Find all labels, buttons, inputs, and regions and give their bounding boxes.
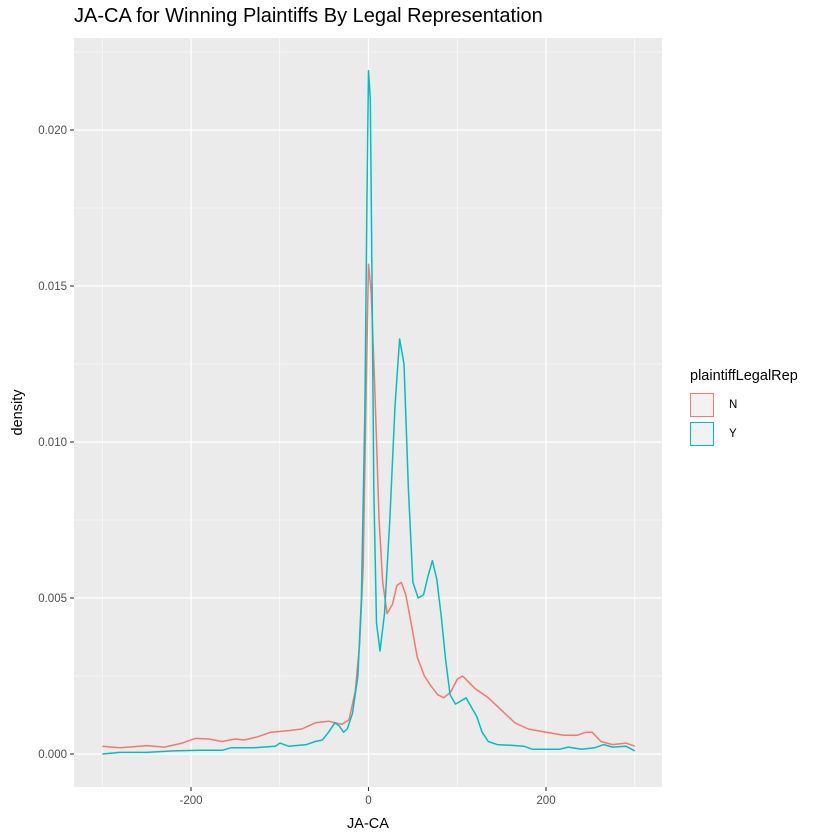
x-tick-label: 200: [536, 795, 555, 807]
legend-item-n: N: [690, 390, 798, 419]
legend-label-y: Y: [729, 427, 737, 440]
y-axis-title: density: [10, 389, 26, 436]
x-axis-title: JA-CA: [347, 816, 389, 832]
chart-title: JA-CA for Winning Plaintiffs By Legal Re…: [74, 5, 543, 27]
legend-title: plaintiffLegalRep: [690, 368, 798, 384]
legend-key-y: [690, 421, 714, 446]
y-tick-label: 0.020: [38, 125, 67, 137]
x-tick-label: 0: [365, 795, 371, 807]
y-tick-label: 0.000: [38, 749, 67, 761]
legend-label-n: N: [729, 398, 738, 411]
x-tick-label: -200: [179, 795, 202, 807]
y-tick-label: 0.010: [38, 437, 67, 449]
density-line-y: [102, 69, 636, 755]
density-line-n: [102, 263, 636, 749]
legend-key-n: [690, 392, 714, 417]
y-tick-label: 0.005: [38, 593, 67, 605]
legend-item-y: Y: [690, 419, 798, 448]
legend: plaintiffLegalRep N Y: [690, 368, 798, 448]
y-tick-label: 0.015: [38, 281, 67, 293]
